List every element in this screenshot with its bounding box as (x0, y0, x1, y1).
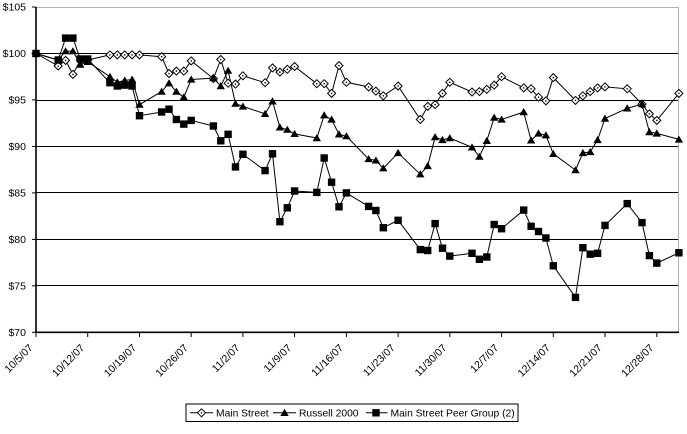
svg-text:$80: $80 (8, 234, 26, 246)
svg-text:$70: $70 (8, 327, 26, 339)
svg-text:$75: $75 (8, 280, 26, 292)
svg-text:Russell 2000: Russell 2000 (299, 409, 359, 420)
svg-text:$95: $95 (8, 94, 26, 106)
svg-text:$100: $100 (3, 48, 27, 60)
svg-text:$105: $105 (3, 2, 27, 14)
svg-text:Main Street: Main Street (216, 409, 269, 420)
svg-text:$85: $85 (8, 187, 26, 199)
svg-text:Main Street Peer Group (2): Main Street Peer Group (2) (391, 409, 515, 420)
svg-text:$90: $90 (8, 141, 26, 153)
